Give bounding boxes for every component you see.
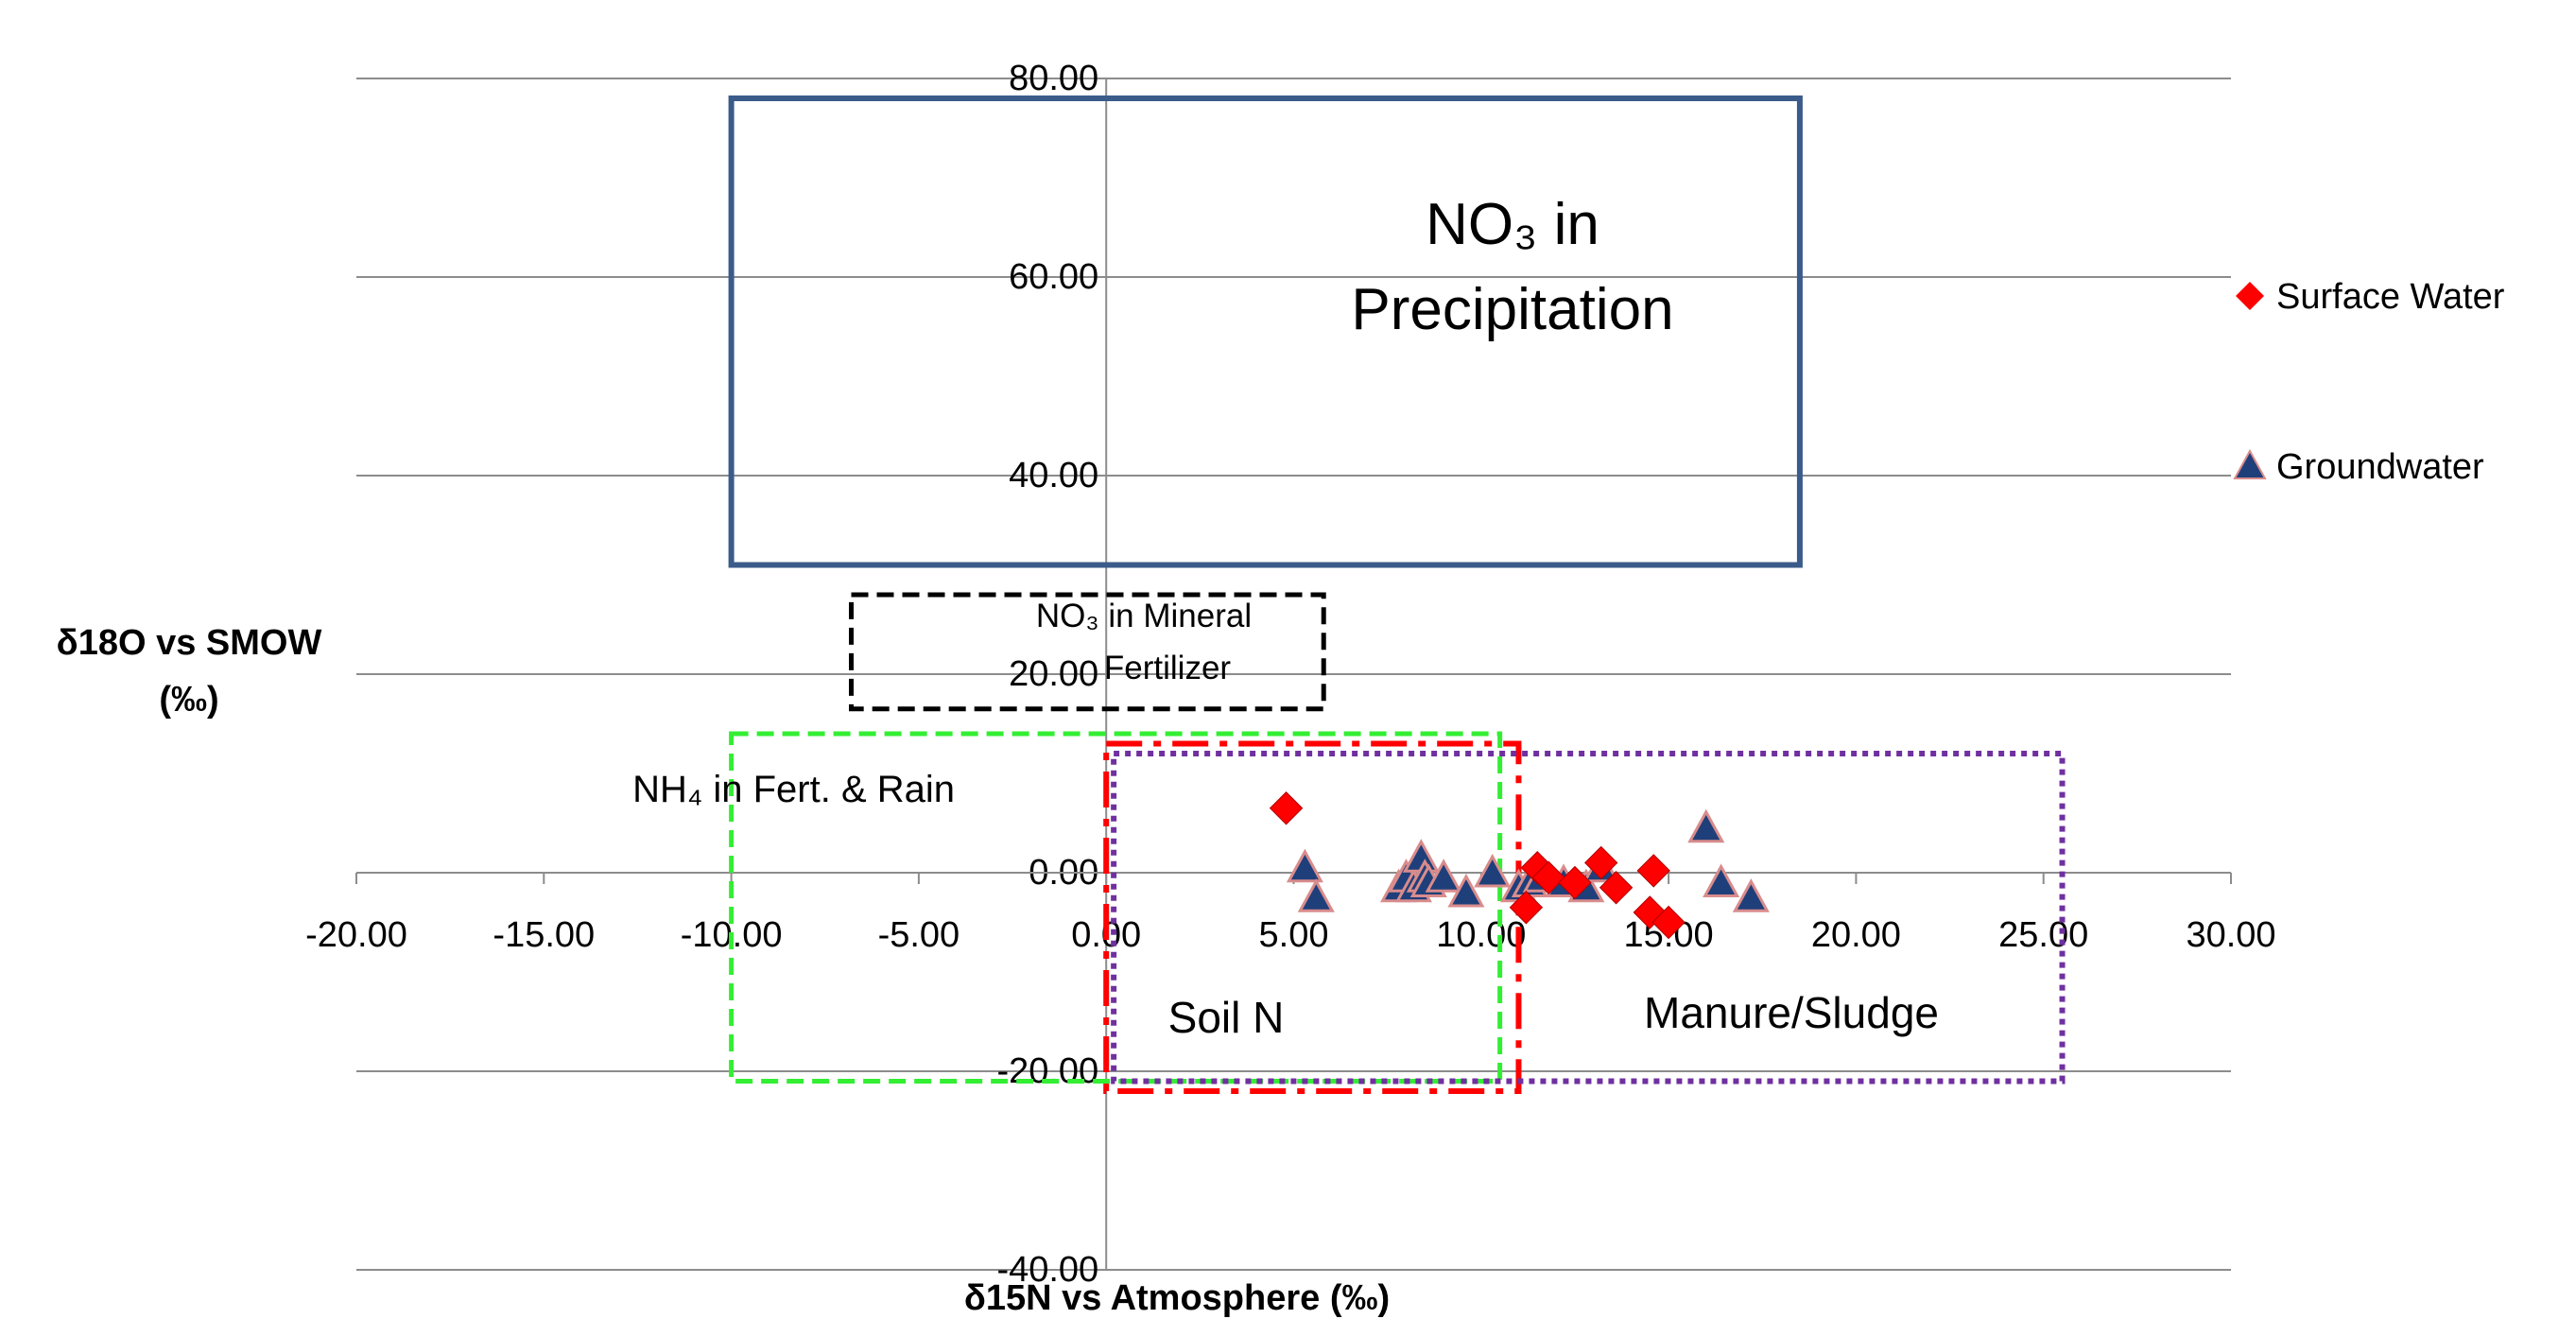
y-axis-label-line1: δ18O vs SMOW bbox=[57, 623, 322, 663]
legend-item-groundwater: Groundwater bbox=[2233, 447, 2484, 487]
x-tick-label: 25.00 bbox=[1998, 915, 2088, 955]
groundwater-marker bbox=[1447, 873, 1485, 908]
surface-water-marker bbox=[1599, 871, 1634, 905]
groundwater-marker bbox=[1425, 859, 1462, 893]
y-tick-label: -40.00 bbox=[996, 1250, 1098, 1290]
groundwater-marker bbox=[1687, 808, 1725, 843]
groundwater-marker bbox=[1286, 848, 1323, 883]
mineral-fertilizer-label-line1: NO₃ in Mineral bbox=[1036, 598, 1252, 634]
groundwater-marker bbox=[1297, 878, 1335, 912]
precipitation-label-line1: NO₃ in bbox=[1426, 192, 1599, 257]
nh4-fert-rain-region bbox=[729, 731, 1503, 1084]
y-tick-label: 80.00 bbox=[1009, 59, 1098, 98]
gridlines bbox=[356, 78, 2231, 1271]
data-markers bbox=[1269, 791, 1770, 940]
surface-water-marker bbox=[1651, 905, 1686, 940]
x-axis-label: δ15N vs Atmosphere (‰) bbox=[964, 1278, 1390, 1318]
x-tick-label: -20.00 bbox=[305, 915, 407, 955]
y-tick-label: 20.00 bbox=[1009, 654, 1098, 694]
x-tick-label: -15.00 bbox=[493, 915, 595, 955]
surface-water-marker bbox=[1584, 845, 1618, 880]
surface-water-marker bbox=[1636, 854, 1670, 888]
nh4-fert-rain-label: NH₄ in Fert. & Rain bbox=[632, 769, 955, 810]
soil-n-label: Soil N bbox=[1168, 993, 1285, 1042]
region-labels: NO₃ in Precipitation NO₃ in Mineral Fertili… bbox=[632, 192, 1939, 1042]
source-regions bbox=[728, 95, 2066, 1094]
x-tick-label: 30.00 bbox=[2186, 915, 2275, 955]
surface-water-marker bbox=[1531, 860, 1565, 894]
surface-water-marker bbox=[1558, 865, 1592, 900]
groundwater-marker bbox=[1732, 878, 1770, 912]
x-tick-label: 20.00 bbox=[1811, 915, 1901, 955]
x-tick-label: -5.00 bbox=[878, 915, 960, 955]
legend-label-groundwater: Groundwater bbox=[2276, 447, 2484, 487]
y-tick-label: 60.00 bbox=[1009, 257, 1098, 297]
groundwater-marker bbox=[1703, 863, 1740, 897]
legend-triangle-icon bbox=[2233, 448, 2267, 479]
manure-sludge-label: Manure/Sludge bbox=[1644, 988, 1939, 1037]
soil-n-region bbox=[1103, 740, 1522, 1094]
x-tick-label: 10.00 bbox=[1436, 915, 1526, 955]
legend-label-surface-water: Surface Water bbox=[2276, 277, 2505, 317]
x-tick-label: 5.00 bbox=[1259, 915, 1329, 955]
y-tick-label: 40.00 bbox=[1009, 456, 1098, 495]
groundwater-marker bbox=[1474, 853, 1512, 888]
y-axis-label-line2: (‰) bbox=[159, 680, 218, 720]
manure-sludge-region bbox=[1111, 751, 2066, 1085]
surface-water-marker bbox=[1269, 791, 1304, 825]
precipitation-label-line2: Precipitation bbox=[1351, 277, 1673, 342]
legend: Surface Water Groundwater bbox=[2233, 277, 2505, 487]
precipitation-region bbox=[728, 95, 1803, 568]
mineral-fertilizer-region bbox=[849, 592, 1326, 712]
legend-diamond-icon bbox=[2236, 282, 2264, 310]
y-tick-label: -20.00 bbox=[996, 1051, 1098, 1091]
surface-water-marker bbox=[1509, 891, 1544, 925]
legend-item-surface-water: Surface Water bbox=[2236, 277, 2505, 317]
mineral-fertilizer-label-line2: Fertilizer bbox=[1104, 650, 1232, 686]
